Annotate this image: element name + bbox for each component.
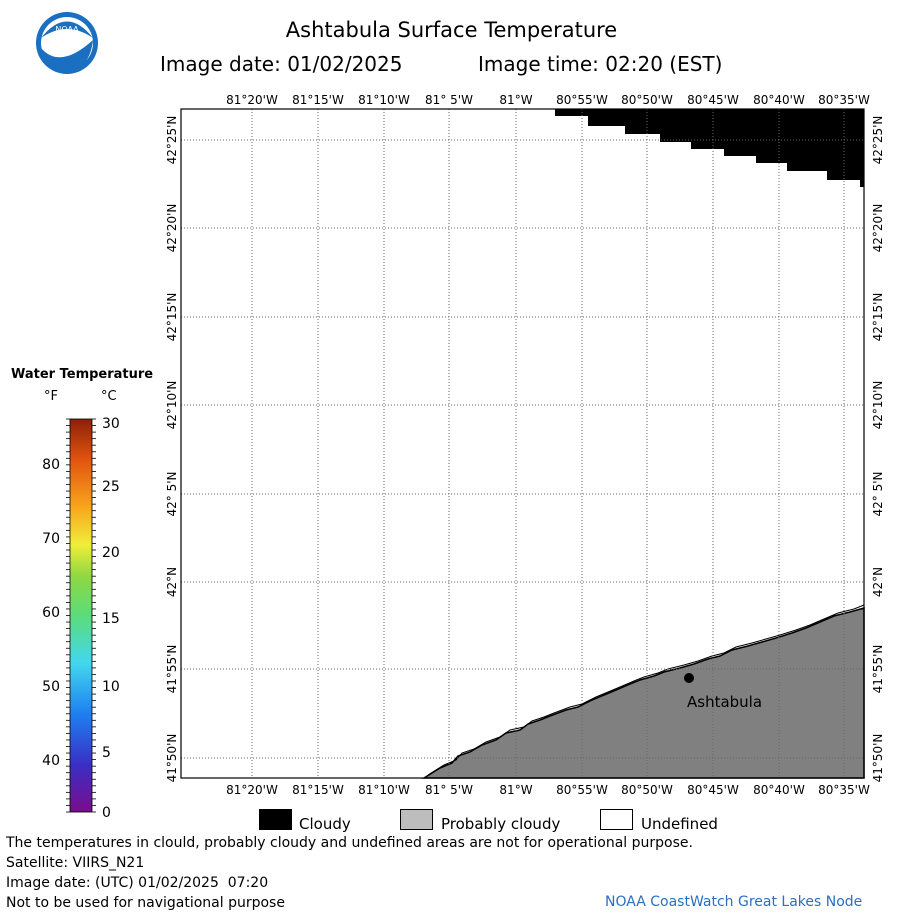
latitude-label: 42°10'N <box>871 381 885 430</box>
latitude-label: 42°20'N <box>871 204 885 253</box>
longitude-label: 80°45'W <box>687 783 739 797</box>
longitude-labels-bottom: 81°20'W 81°15'W 81°10'W 81° 5'W 81°W 80°55'W 8… <box>226 783 870 797</box>
latitude-label: 42°20'N <box>165 204 179 253</box>
latitude-label: 41°50'N <box>871 734 885 783</box>
map-frame <box>180 108 865 779</box>
legend-label-cloudy: Cloudy <box>299 815 351 833</box>
image-time: Image time: 02:20 (EST) <box>478 52 723 76</box>
longitude-label: 81° 5'W <box>425 783 473 797</box>
longitude-label: 81°W <box>499 93 532 107</box>
latitude-label: 42°25'N <box>871 116 885 165</box>
longitude-label: 80°50'W <box>621 93 673 107</box>
longitude-label: 80°35'W <box>818 93 870 107</box>
longitude-label: 81°10'W <box>358 93 410 107</box>
latitude-label: 42° 5'N <box>871 472 885 517</box>
longitude-label: 80°55'W <box>556 783 608 797</box>
legend-unit-c: °C <box>101 389 117 404</box>
longitude-label: 80°40'W <box>753 783 805 797</box>
legend-swatch-probably-cloudy <box>400 809 433 830</box>
longitude-label: 81°20'W <box>226 93 278 107</box>
latitude-labels-right: 42°25'N 42°20'N 42°15'N 42°10'N 42° 5'N 42°N 4… <box>871 116 885 783</box>
longitude-label: 81°W <box>499 783 532 797</box>
longitude-label: 80°55'W <box>556 93 608 107</box>
longitude-label: 81°15'W <box>292 783 344 797</box>
latitude-label: 42°25'N <box>165 116 179 165</box>
latitude-label: 41°50'N <box>165 734 179 783</box>
legend-title: Water Temperature <box>11 367 154 382</box>
legend-label-probably-cloudy: Probably cloudy <box>441 815 561 833</box>
longitude-label: 81° 5'W <box>425 93 473 107</box>
latitude-labels-left: 42°25'N 42°20'N 42°15'N 42°10'N 42° 5'N 42°N 4… <box>165 116 179 783</box>
latitude-label: 41°55'N <box>165 645 179 694</box>
longitude-label: 81°15'W <box>292 93 344 107</box>
legend-swatch-cloudy <box>259 809 292 830</box>
warning-note: The temperatures in clould, probably clo… <box>6 835 693 851</box>
latitude-label: 41°55'N <box>871 645 885 694</box>
image-date: Image date: 01/02/2025 <box>160 52 403 76</box>
legend-unit-f: °F <box>44 389 58 404</box>
ashtabula-label: Ashtabula <box>687 693 762 711</box>
map-title: Ashtabula Surface Temperature <box>285 18 618 42</box>
cloud-region <box>555 109 864 187</box>
longitude-label: 81°10'W <box>358 783 410 797</box>
ashtabula-marker <box>684 673 694 683</box>
longitude-label: 80°35'W <box>818 783 870 797</box>
graticule <box>181 109 864 778</box>
latitude-label: 42° 5'N <box>165 472 179 517</box>
latitude-label: 42°15'N <box>871 293 885 342</box>
longitude-label: 81°20'W <box>226 783 278 797</box>
legend-label-undefined: Undefined <box>641 815 718 833</box>
latitude-label: 42°15'N <box>165 293 179 342</box>
utc-date-info: Image date: (UTC) 01/02/2025 07:20 <box>6 875 269 891</box>
land-region <box>421 607 865 779</box>
longitude-labels-top: 81°20'W 81°15'W 81°10'W 81° 5'W 81°W 80°55'W 8… <box>226 93 870 107</box>
credit-link[interactable]: NOAA CoastWatch Great Lakes Node <box>605 894 863 910</box>
latitude-label: 42°N <box>871 567 885 597</box>
longitude-label: 80°45'W <box>687 93 739 107</box>
satellite-info: Satellite: VIIRS_N21 <box>6 855 145 871</box>
legend-swatch-undefined <box>600 809 633 830</box>
latitude-label: 42°10'N <box>165 381 179 430</box>
longitude-label: 80°50'W <box>621 783 673 797</box>
latitude-label: 42°N <box>165 567 179 597</box>
longitude-label: 80°40'W <box>753 93 805 107</box>
navigation-note: Not to be used for navigational purpose <box>6 895 285 911</box>
